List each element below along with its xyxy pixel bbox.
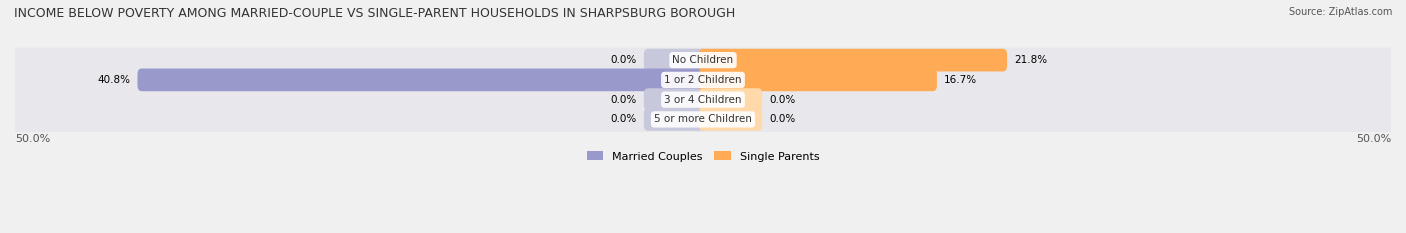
FancyBboxPatch shape [699, 108, 762, 131]
Text: No Children: No Children [672, 55, 734, 65]
Text: 40.8%: 40.8% [97, 75, 131, 85]
Text: 0.0%: 0.0% [610, 55, 637, 65]
Text: 21.8%: 21.8% [1014, 55, 1047, 65]
Text: 3 or 4 Children: 3 or 4 Children [664, 95, 742, 105]
Text: INCOME BELOW POVERTY AMONG MARRIED-COUPLE VS SINGLE-PARENT HOUSEHOLDS IN SHARPSB: INCOME BELOW POVERTY AMONG MARRIED-COUPL… [14, 7, 735, 20]
FancyBboxPatch shape [15, 67, 1391, 92]
Text: 0.0%: 0.0% [610, 95, 637, 105]
FancyBboxPatch shape [644, 49, 707, 72]
Text: 0.0%: 0.0% [769, 114, 796, 124]
FancyBboxPatch shape [699, 88, 762, 111]
FancyBboxPatch shape [15, 87, 1391, 112]
FancyBboxPatch shape [15, 48, 1391, 73]
Text: 1 or 2 Children: 1 or 2 Children [664, 75, 742, 85]
FancyBboxPatch shape [138, 69, 707, 91]
Text: 16.7%: 16.7% [943, 75, 977, 85]
FancyBboxPatch shape [15, 107, 1391, 132]
FancyBboxPatch shape [644, 108, 707, 131]
Text: 50.0%: 50.0% [1355, 134, 1391, 144]
FancyBboxPatch shape [699, 49, 1007, 72]
Text: 50.0%: 50.0% [15, 134, 51, 144]
Text: Source: ZipAtlas.com: Source: ZipAtlas.com [1288, 7, 1392, 17]
FancyBboxPatch shape [699, 69, 936, 91]
FancyBboxPatch shape [644, 88, 707, 111]
Text: 0.0%: 0.0% [610, 114, 637, 124]
Text: 5 or more Children: 5 or more Children [654, 114, 752, 124]
Text: 0.0%: 0.0% [769, 95, 796, 105]
Legend: Married Couples, Single Parents: Married Couples, Single Parents [582, 147, 824, 166]
